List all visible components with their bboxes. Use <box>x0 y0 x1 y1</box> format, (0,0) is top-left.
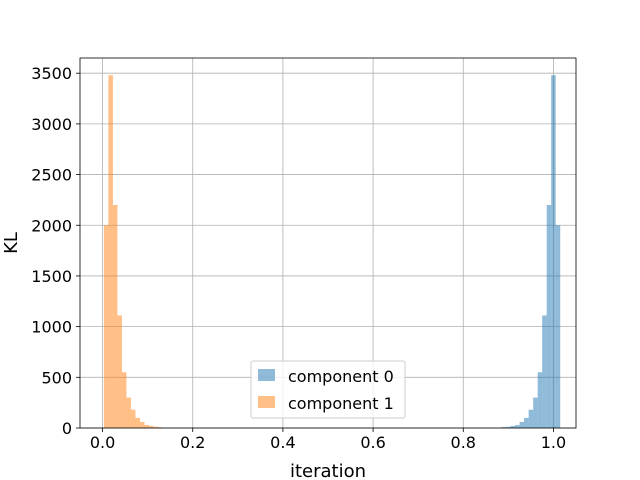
legend-label-component-0: component 0 <box>288 367 394 386</box>
y-axis-title: KL <box>1 232 22 254</box>
histogram-bar-component-1 <box>153 426 159 428</box>
histogram-bar-component-0 <box>555 225 561 428</box>
y-tick-label: 3500 <box>31 64 72 83</box>
legend-swatch-component-1 <box>258 396 275 408</box>
histogram-bar-component-0 <box>551 75 556 428</box>
histogram-bar-component-0 <box>528 409 534 428</box>
histogram-bar-component-1 <box>126 397 131 428</box>
y-tick-label: 3000 <box>31 115 72 134</box>
histogram-bar-component-1 <box>108 75 113 428</box>
histogram-bar-component-0 <box>537 372 543 428</box>
histogram-bar-component-0 <box>510 425 516 428</box>
y-tick-label: 2500 <box>31 166 72 185</box>
y-tick-label: 0 <box>62 419 72 438</box>
x-tick-label: 1.0 <box>541 433 566 452</box>
histogram-bar-component-0 <box>506 426 511 428</box>
x-tick-label: 0.6 <box>360 433 385 452</box>
histogram-bars <box>103 75 561 428</box>
axis-ticks: 0.0 0.2 0.4 0.6 0.8 1.0 0 500 1000 1500 2000 2500 30… <box>31 64 566 452</box>
histogram-bar-component-0 <box>542 315 547 428</box>
histogram-bar-component-1 <box>117 315 122 428</box>
histogram-bar-component-1 <box>158 427 163 428</box>
y-tick-label: 1500 <box>31 267 72 286</box>
y-tick-label: 500 <box>41 368 72 387</box>
x-tick-label: 0.4 <box>270 433 295 452</box>
histogram-bar-component-1 <box>112 204 118 428</box>
histogram-bar-component-0 <box>519 421 525 428</box>
x-tick-label: 0.8 <box>451 433 476 452</box>
histogram-bar-component-1 <box>148 425 154 428</box>
histogram-bar-component-0 <box>533 397 538 428</box>
histogram-bar-component-1 <box>130 409 136 428</box>
histogram-bar-component-1 <box>144 424 149 428</box>
y-tick-label: 2000 <box>31 216 72 235</box>
legend-label-component-1: component 1 <box>288 394 394 413</box>
histogram-bar-component-1 <box>135 417 140 428</box>
histogram-bar-component-1 <box>103 225 109 428</box>
legend: component 0 component 1 <box>250 360 406 419</box>
y-tick-label: 1000 <box>31 318 72 337</box>
axes-frame <box>79 57 577 429</box>
x-tick-label: 0.2 <box>180 433 205 452</box>
legend-swatch-component-0 <box>258 369 275 381</box>
histogram-bar-component-0 <box>546 204 552 428</box>
histogram-bar-component-1 <box>121 372 127 428</box>
histogram-bar-component-0 <box>524 417 529 428</box>
x-axis-title: iteration <box>290 461 366 480</box>
histogram-bar-component-0 <box>515 424 520 428</box>
histogram-bar-component-0 <box>501 427 507 428</box>
histogram-bar-component-1 <box>139 421 145 428</box>
x-tick-label: 0.0 <box>90 433 115 452</box>
plot-area: 0.0 0.2 0.4 0.6 0.8 1.0 0 500 1000 1500 2000 2500 30… <box>31 57 577 452</box>
legend-box <box>250 360 406 419</box>
